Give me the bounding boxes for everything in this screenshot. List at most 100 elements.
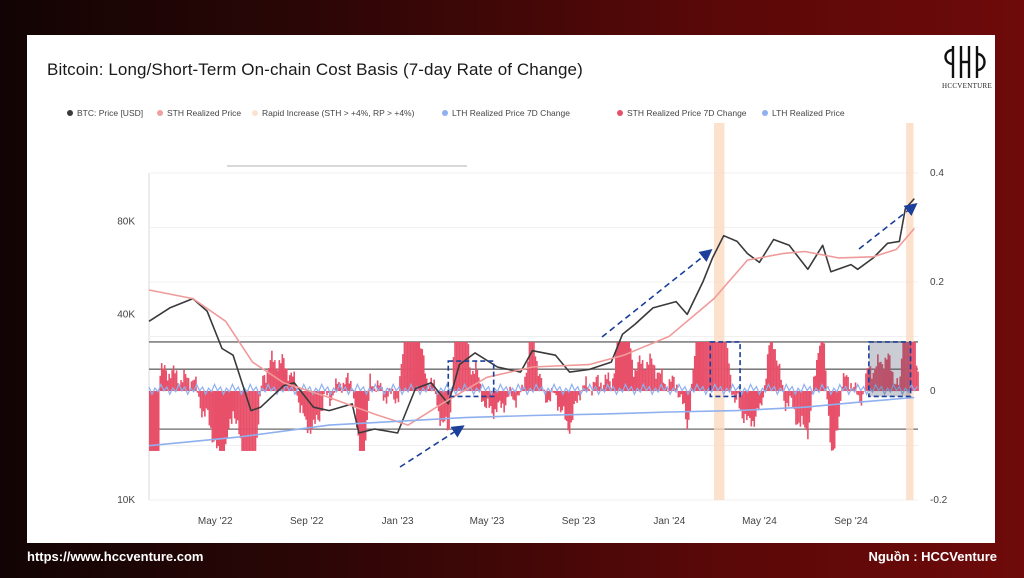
y-left-tick-label: 10K — [117, 495, 135, 506]
sth-change-bar — [757, 391, 760, 410]
sth-change-bar — [181, 382, 184, 391]
sth-change-bar — [399, 376, 401, 391]
sth-change-bar — [542, 390, 544, 391]
sth-change-bar — [805, 391, 808, 431]
sth-change-bar — [829, 391, 832, 443]
legend-item-lth[interactable]: LTH Realized Price — [762, 108, 845, 118]
sth-change-bar — [896, 378, 899, 391]
sth-change-bar — [702, 341, 705, 391]
sth-change-bar — [495, 391, 498, 413]
sth-change-bar — [604, 374, 607, 391]
sth-change-bar — [591, 391, 593, 396]
sth-change-bar — [312, 391, 315, 420]
sth-change-bar — [202, 391, 205, 412]
sth-change-bar — [151, 391, 154, 451]
x-tick-label: Sep '24 — [834, 516, 868, 527]
sth-change-bar — [421, 349, 424, 391]
sth-change-bar — [799, 391, 802, 427]
sth-change-bar — [824, 370, 827, 391]
sth-change-bar — [412, 341, 415, 391]
sth-change-bar — [880, 361, 882, 391]
sth-change-bar — [461, 341, 464, 391]
sth-change-bar — [275, 368, 278, 391]
sth-change-bar — [472, 370, 474, 391]
sth-change-bar — [213, 391, 215, 442]
highlight-bands — [714, 123, 914, 500]
sth-change-bar — [406, 341, 409, 391]
sth-change-bar — [369, 373, 371, 391]
legend-item-rapid[interactable]: Rapid Increase (STH > +4%, RP > +4%) — [252, 108, 414, 118]
y-left-tick-label: 40K — [117, 309, 135, 320]
sth-change-bar — [723, 341, 726, 391]
sth-change-bar — [373, 388, 376, 391]
sth-change-bar — [598, 386, 601, 391]
sth-change-bar — [198, 391, 200, 397]
sth-change-bar — [835, 391, 837, 431]
sth-change-bar — [190, 381, 193, 391]
sth-change-bar — [466, 341, 468, 391]
sth-change-bar — [233, 391, 236, 419]
sth-change-bar — [862, 391, 864, 395]
sth-change-bar — [422, 355, 425, 391]
sth-change-bar — [169, 378, 172, 391]
sth-change-bar — [454, 341, 456, 391]
legend-item-sth[interactable]: STH Realized Price — [157, 108, 241, 118]
sth-change-bar — [150, 391, 153, 451]
hccventure-logo — [944, 46, 986, 78]
sth-change-bar — [448, 391, 450, 430]
sth-change-bar — [266, 370, 269, 391]
sth-change-bar — [878, 362, 881, 391]
footer-website[interactable]: https://www.hccventure.com — [27, 549, 204, 564]
sth-change-bar — [801, 391, 803, 416]
sth-change-bar — [911, 341, 913, 391]
sth-change-bar — [686, 391, 689, 430]
sth-change-bar — [771, 341, 773, 391]
sth-change-bar — [341, 391, 343, 393]
sth-change-bar — [793, 391, 796, 410]
sth-change-bar — [617, 341, 620, 391]
sth-change-bar — [513, 391, 516, 401]
sth-change-bar — [881, 364, 884, 391]
sth-change-bar — [299, 391, 301, 413]
sth-change-bar — [552, 391, 555, 393]
sth-change-bar — [687, 391, 690, 420]
sth-change-bar — [516, 391, 519, 396]
sth-change-bar — [335, 378, 337, 391]
legend-item-price[interactable]: BTC: Price [USD] — [67, 108, 143, 118]
sth-change-bar — [397, 391, 400, 403]
sth-change-bar — [866, 368, 869, 391]
sth-change-bar — [915, 365, 918, 391]
sth-change-bar — [363, 391, 365, 451]
sth-change-bar — [546, 391, 549, 403]
sth-change-bar — [162, 368, 164, 391]
sth-change-bar — [274, 360, 276, 391]
sth-change-bar — [280, 363, 282, 391]
sth-change-bar — [556, 391, 559, 411]
sth-change-bar — [232, 391, 234, 412]
sth-change-bar — [607, 372, 610, 391]
sth-change-bar — [817, 353, 820, 391]
sth-change-bar — [683, 391, 686, 404]
sth-change-bar — [393, 391, 395, 400]
sth-change-bar — [287, 380, 290, 391]
sth-change-bar — [765, 378, 767, 391]
sth-change-bar — [230, 391, 233, 424]
sth-change-bar — [848, 389, 851, 391]
sth-change-bar — [847, 377, 849, 391]
sth-change-bar — [171, 370, 173, 391]
sth-change-bar — [690, 383, 693, 391]
sth-change-bar — [512, 391, 514, 400]
legend-item-lth-change[interactable]: LTH Realized Price 7D Change — [442, 108, 570, 118]
legend-dot — [617, 109, 623, 116]
sth-change-bar — [241, 391, 243, 451]
sth-change-bar — [899, 376, 901, 391]
sth-change-bar — [705, 341, 708, 391]
legend: BTC: Price [USD] STH Realized Price Rapi… — [67, 108, 967, 122]
sth-change-bar — [342, 382, 345, 391]
sth-change-bar — [832, 391, 834, 451]
sth-change-bar — [644, 369, 647, 391]
legend-item-sth-change[interactable]: STH Realized Price 7D Change — [617, 108, 747, 118]
sth-change-bar — [719, 341, 721, 391]
sth-change-bar — [244, 391, 246, 451]
footer-source: Nguồn : HCCVenture — [868, 549, 997, 564]
